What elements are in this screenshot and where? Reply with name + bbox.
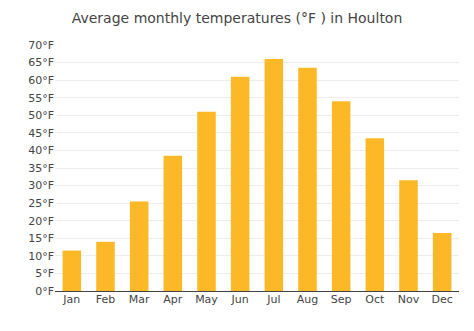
svg-text:Average monthly temperatures (: Average monthly temperatures (°F ) in Ho… (72, 10, 403, 26)
svg-text:0°F: 0°F (35, 285, 54, 298)
svg-text:May: May (195, 293, 218, 306)
svg-text:Nov: Nov (398, 293, 420, 306)
svg-text:40°F: 40°F (28, 144, 54, 157)
svg-text:20°F: 20°F (28, 215, 54, 228)
svg-text:Sep: Sep (331, 293, 352, 306)
svg-text:Dec: Dec (432, 293, 453, 306)
svg-text:60°F: 60°F (28, 74, 54, 87)
svg-text:Jun: Jun (231, 293, 249, 306)
svg-text:5°F: 5°F (35, 267, 54, 280)
svg-text:Jan: Jan (62, 293, 80, 306)
svg-text:15°F: 15°F (28, 232, 54, 245)
svg-text:35°F: 35°F (28, 162, 54, 175)
svg-text:55°F: 55°F (28, 92, 54, 105)
svg-text:70°F: 70°F (28, 39, 54, 52)
svg-text:30°F: 30°F (28, 179, 54, 192)
svg-text:Jul: Jul (266, 293, 280, 306)
svg-text:Oct: Oct (365, 293, 385, 306)
svg-text:45°F: 45°F (28, 127, 54, 140)
svg-text:65°F: 65°F (28, 56, 54, 69)
svg-text:25°F: 25°F (28, 197, 54, 210)
svg-text:50°F: 50°F (28, 109, 54, 122)
svg-text:Apr: Apr (163, 293, 183, 306)
svg-text:Feb: Feb (96, 293, 115, 306)
svg-text:10°F: 10°F (28, 250, 54, 263)
svg-text:Mar: Mar (129, 293, 150, 306)
svg-text:Aug: Aug (297, 293, 318, 306)
